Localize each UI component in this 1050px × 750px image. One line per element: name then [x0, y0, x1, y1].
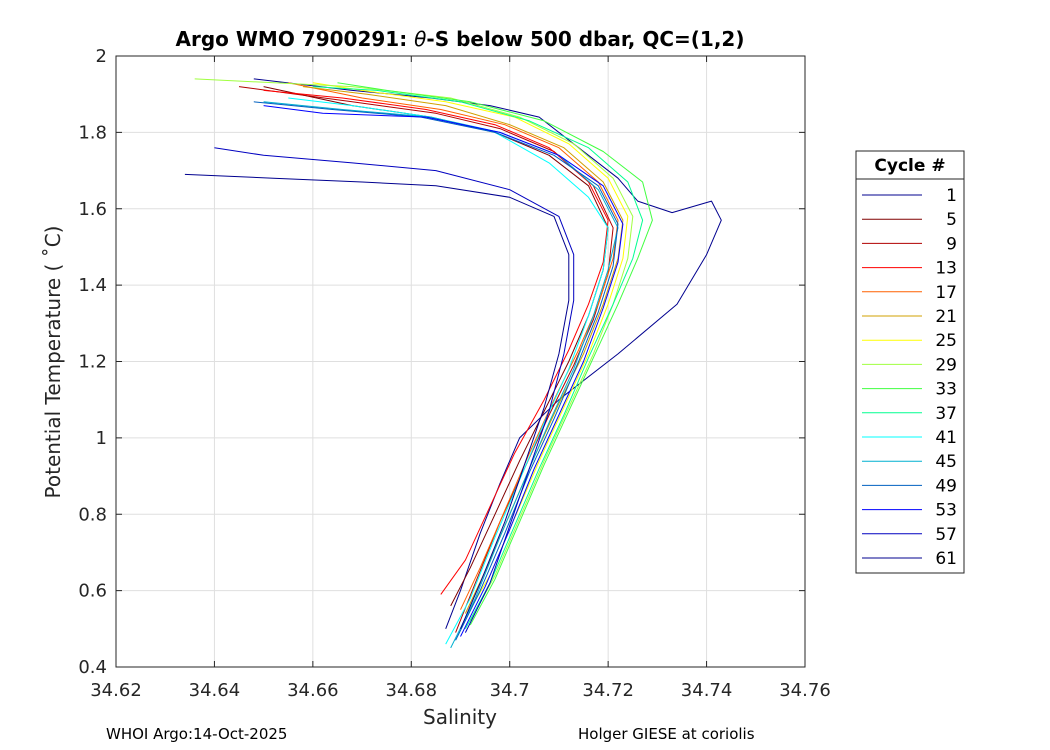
legend-label-cycle-41: 41: [935, 428, 957, 448]
footer-credit-right: Holger GIESE at coriolis: [578, 725, 755, 743]
y-tick-label: 2: [96, 46, 107, 67]
x-tick-label: 34.72: [582, 680, 634, 701]
x-tick-label: 34.74: [681, 680, 733, 701]
series-line-cycle-29: [194, 78, 634, 622]
legend: Cycle # 1 5 9 13 17 21 25 29 33 37 41 45 49 53 57 61: [855, 150, 965, 574]
legend-label-cycle-13: 13: [935, 259, 957, 279]
legend-label-cycle-29: 29: [935, 355, 957, 375]
legend-label-cycle-5: 5: [946, 210, 957, 230]
x-tick-label: 34.76: [779, 680, 831, 701]
x-tick-label: 34.64: [189, 680, 241, 701]
legend-label-cycle-49: 49: [935, 476, 957, 496]
y-axis-label: Potential Temperature ( ˚C): [41, 226, 65, 499]
series-line-cycle-33: [337, 82, 653, 626]
chart-title: Argo WMO 7900291: θ-S below 500 dbar, QC…: [176, 27, 745, 51]
y-axis-ticks: 0.4 0.6 0.8 1 1.2 1.4 1.6 1.8 2: [78, 46, 805, 678]
series-line-cycle-61: [184, 173, 570, 629]
series-line-cycle-25: [312, 82, 629, 618]
series-line-cycle-57: [214, 147, 575, 633]
series-line-cycle-13: [263, 89, 609, 595]
legend-label-cycle-21: 21: [935, 307, 957, 327]
legend-title: Cycle #: [874, 156, 945, 176]
y-tick-label: 0.8: [78, 504, 107, 525]
y-tick-label: 1.2: [78, 352, 107, 373]
y-tick-label: 1.6: [78, 199, 107, 220]
legend-label-cycle-45: 45: [935, 452, 957, 472]
legend-label-cycle-33: 33: [935, 380, 957, 400]
x-axis-ticks: 34.62 34.64 34.66 34.68 34.7 34.72 34.74 34.76: [90, 56, 831, 701]
legend-label-cycle-37: 37: [935, 404, 957, 424]
legend-label-cycle-57: 57: [935, 525, 957, 545]
series-line-cycle-17: [288, 82, 619, 610]
legend-label-cycle-25: 25: [935, 331, 957, 351]
footer-credit-left: WHOI Argo:14-Oct-2025: [106, 725, 288, 743]
series-line-cycle-1: [253, 78, 722, 629]
legend-label-cycle-61: 61: [935, 549, 957, 569]
plot-area: 34.62 34.64 34.66 34.68 34.7 34.72 34.74 34.76 …: [78, 46, 830, 701]
y-tick-label: 1.8: [78, 122, 107, 143]
legend-label-cycle-1: 1: [946, 186, 957, 206]
legend-label-cycle-17: 17: [935, 283, 957, 303]
legend-entries: 1 5 9 13 17 21 25 29 33 37 41 45 49 53 57 61: [862, 186, 957, 569]
series-line-cycle-53: [263, 105, 624, 637]
x-tick-label: 34.62: [90, 680, 142, 701]
x-tick-label: 34.7: [490, 680, 530, 701]
series-line-cycle-49: [253, 101, 619, 641]
y-tick-label: 0.4: [78, 657, 107, 678]
legend-label-cycle-53: 53: [935, 501, 957, 521]
series-line-cycle-45: [263, 101, 619, 649]
series-lines: [184, 78, 722, 649]
series-line-cycle-37: [312, 86, 644, 630]
x-tick-label: 34.66: [287, 680, 339, 701]
y-tick-label: 1: [96, 428, 107, 449]
y-tick-label: 0.6: [78, 581, 107, 602]
x-axis-label: Salinity: [423, 705, 497, 729]
legend-label-cycle-9: 9: [946, 234, 957, 254]
legend-box: [855, 150, 965, 574]
y-tick-label: 1.4: [78, 275, 107, 296]
x-tick-label: 34.68: [386, 680, 438, 701]
